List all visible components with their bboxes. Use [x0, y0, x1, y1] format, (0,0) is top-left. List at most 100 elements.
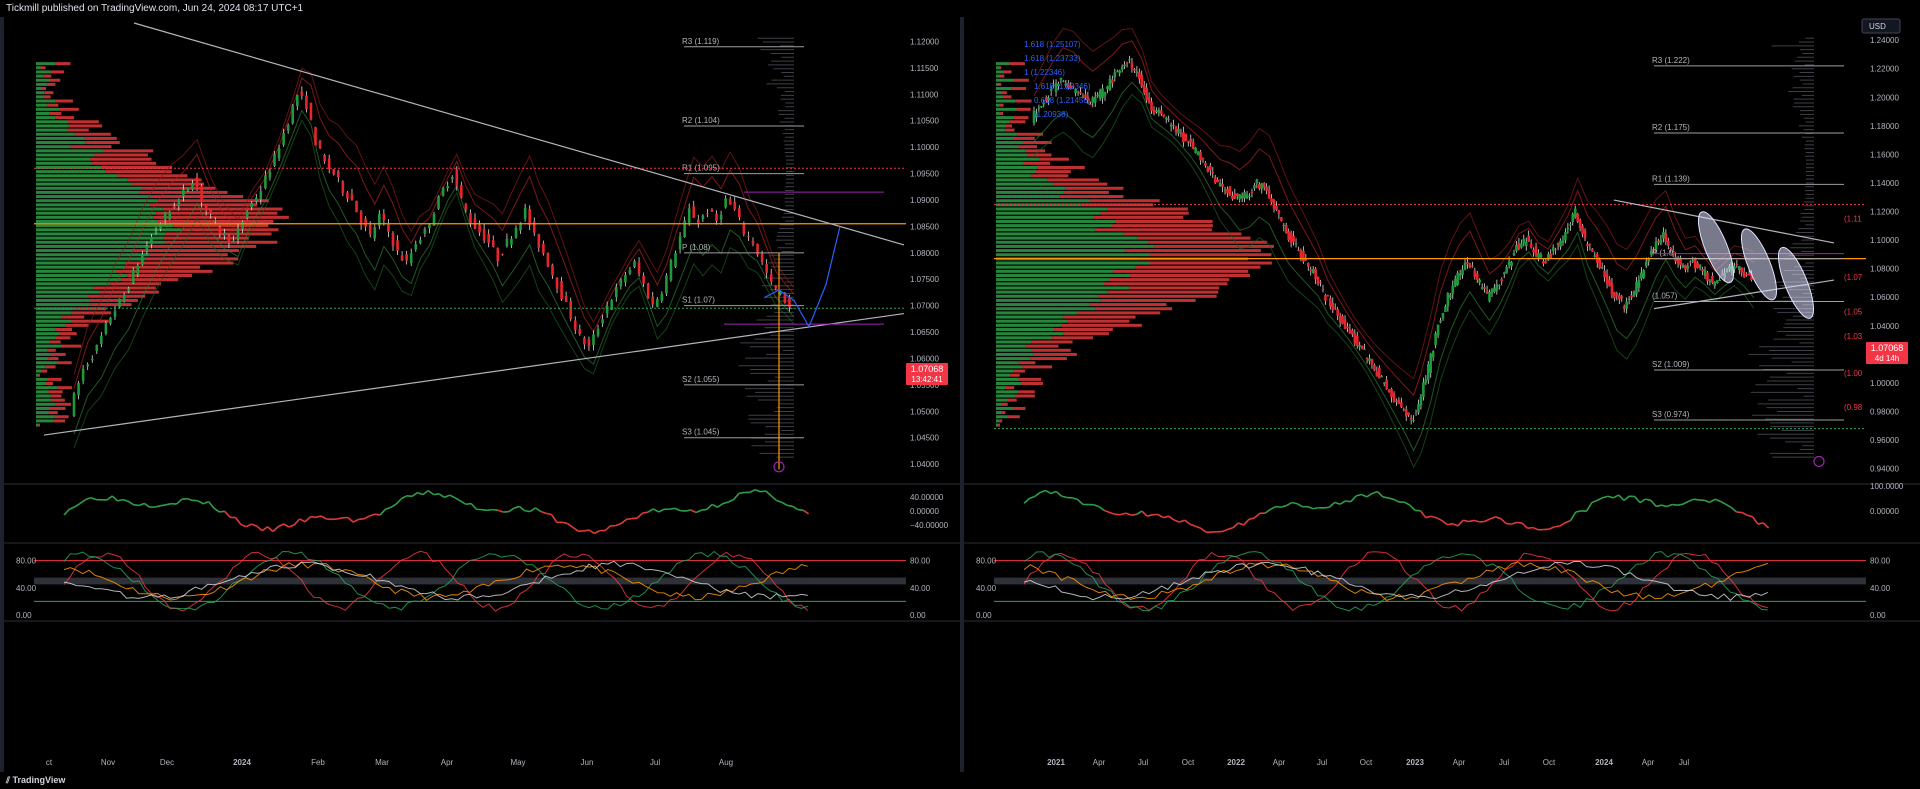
candle-body: [295, 94, 299, 107]
volume-profile-bar-up: [36, 298, 91, 302]
currency-selector-label[interactable]: USD: [1869, 22, 1886, 31]
candle-body: [482, 228, 486, 241]
candle-body: [1049, 88, 1053, 91]
volume-profile-bar-up: [996, 66, 999, 70]
oscillator-segment: [427, 490, 435, 496]
candle-body: [1331, 302, 1335, 311]
currency-selector-box[interactable]: [1861, 18, 1901, 34]
oscillator-segment: [395, 498, 403, 505]
candle-body: [441, 187, 445, 196]
candle-body: [1120, 66, 1124, 70]
volume-profile-bar-up: [996, 95, 1004, 99]
oscillator-segment: [1661, 504, 1668, 508]
volume-profile-bar-up: [996, 99, 1016, 103]
candle-body: [1062, 80, 1065, 82]
candle-body: [683, 220, 686, 238]
y-axis-tick-label: 1.07500: [910, 275, 939, 284]
publish-info: Tickmill published on TradingView.com, J…: [6, 3, 304, 14]
candle-body: [223, 232, 226, 236]
volume-profile-bar-up: [36, 215, 153, 219]
oscillator-segment: [1463, 519, 1469, 523]
oscillator-segment: [1393, 498, 1400, 503]
currency-selector[interactable]: USD: [1861, 18, 1901, 34]
oscillator-segment: [213, 507, 220, 513]
volume-profile-bar-down: [1011, 87, 1027, 91]
volume-profile-bar-down: [92, 161, 157, 165]
candle-body: [1172, 124, 1175, 126]
volume-profile-bar-down: [149, 244, 257, 248]
oscillator-segment: [1564, 519, 1571, 524]
candle-body: [209, 209, 213, 214]
candle-body: [1456, 272, 1459, 285]
left-chart[interactable]: R3 (1.119) R2 (1.104) R1 (1.095) P (1.08) S1…: [4, 17, 964, 772]
oscillator-segment: [781, 501, 788, 507]
oscillator-segment: [1751, 516, 1759, 525]
candle-body: [1527, 235, 1530, 242]
right-chart[interactable]: R3 (1.222) R2 (1.175) R1 (1.139) P (1.0 (1.0…: [964, 17, 1920, 772]
volume-profile-bar-up: [36, 315, 62, 319]
oscillator-segment: [1559, 522, 1566, 527]
candle-body: [1346, 326, 1349, 329]
candle-body: [1245, 194, 1249, 199]
volume-profile-bar-down: [1023, 161, 1050, 165]
volume-profile-bar-up: [996, 261, 1151, 265]
volume-profile-bar-up: [996, 145, 1019, 149]
candle-body: [168, 211, 171, 220]
volume-profile-bar-up: [36, 348, 48, 352]
candle-body: [1135, 71, 1139, 74]
oscillator-axis-label: 0.00000: [1870, 507, 1899, 516]
oscillator-segment: [1355, 493, 1362, 497]
volume-profile-bar-up: [996, 141, 1023, 145]
oscillator-segment: [1709, 498, 1716, 504]
candle-body: [277, 148, 281, 159]
volume-profile-bar-down: [1030, 174, 1069, 178]
volume-profile-bar-up: [36, 369, 42, 373]
candle-body: [446, 185, 449, 189]
volume-profile-bar-up: [996, 265, 1136, 269]
oscillator-segment: [417, 491, 424, 496]
candle-body: [551, 264, 554, 276]
volume-profile-bar-up: [36, 190, 139, 194]
volume-profile-bar-down: [1077, 311, 1161, 315]
volume-profile-bar-down: [55, 99, 73, 103]
y-axis-tick-label: 1.06000: [910, 354, 939, 363]
candle-body: [1032, 110, 1036, 124]
volume-profile-bar-down: [1100, 298, 1196, 302]
candle-body: [733, 201, 737, 210]
candle-body: [1115, 71, 1119, 73]
volume-profile-bar-up: [36, 95, 44, 99]
candle-body: [1407, 412, 1410, 415]
volume-profile-bar-down: [1020, 382, 1043, 386]
volume-profile-bar-down: [46, 103, 59, 107]
candle-body: [1598, 259, 1602, 269]
candle-body: [478, 224, 481, 233]
volume-profile-bar-down: [48, 357, 59, 361]
candle-body: [437, 196, 440, 209]
volume-profile-bar-down: [1033, 352, 1077, 356]
oscillator-segment: [550, 514, 558, 523]
tradingview-logo[interactable]: ⫽ TradingView: [6, 772, 65, 789]
candle-body: [1054, 82, 1058, 92]
right-chart-background: [964, 17, 1920, 772]
y-axis-tick-label: 1.08000: [1870, 265, 1899, 274]
volume-profile-bar-down: [90, 157, 152, 161]
stochastic-neutral-band: [994, 577, 1866, 585]
candle-body: [428, 224, 431, 229]
candle-body: [1167, 118, 1170, 120]
oscillator-segment: [1286, 501, 1293, 507]
oscillator-segment: [433, 493, 440, 496]
volume-profile-bar-down: [1025, 149, 1046, 153]
volume-profile-bar-up: [36, 365, 46, 369]
volume-profile-bar-down: [1107, 290, 1219, 294]
candle-body: [1341, 315, 1344, 324]
candle-body: [127, 288, 130, 292]
candle-body: [1255, 179, 1259, 184]
candle-body: [1280, 217, 1283, 221]
candle-body: [273, 153, 276, 166]
right-price-badge: 1.07068 4d 14h: [1866, 342, 1908, 364]
stochastic-left-axis-label: 80.00: [16, 557, 37, 566]
candle-body: [1358, 345, 1362, 347]
oscillator-segment: [138, 502, 145, 507]
candle-body: [1304, 259, 1308, 261]
highlight-ellipse: [1777, 246, 1815, 319]
